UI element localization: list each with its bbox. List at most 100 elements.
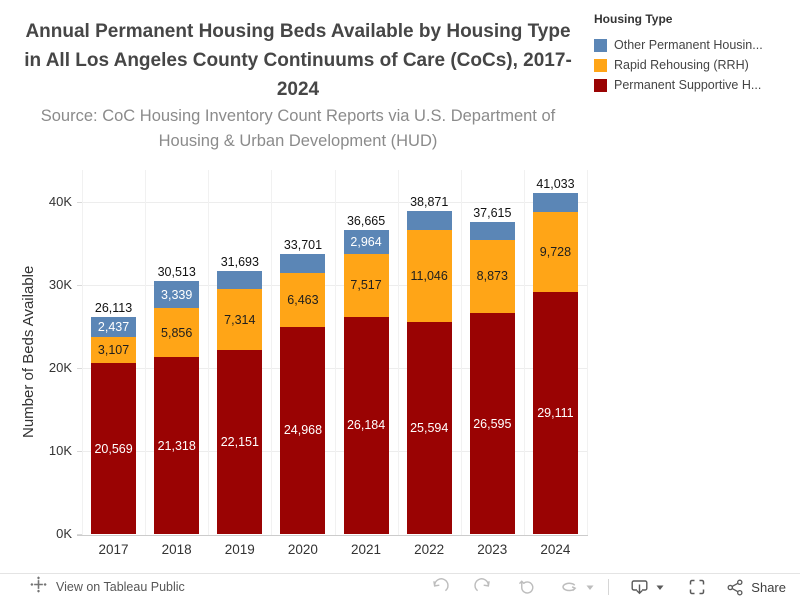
bar-segment-label: 7,517	[350, 278, 382, 293]
column-divider	[397, 170, 399, 535]
view-on-tableau-public-link[interactable]: View on Tableau Public	[30, 576, 185, 598]
y-tick-mark	[77, 534, 82, 535]
undo-icon	[432, 577, 449, 591]
bar-segment-label: 9,728	[539, 245, 572, 259]
share-button[interactable]: Share	[726, 575, 786, 599]
caret-down-icon	[586, 585, 594, 590]
bar-total-label: 26,113	[94, 301, 133, 316]
bar-segment-psh-2020[interactable]	[280, 326, 326, 534]
share-label: Share	[751, 579, 786, 595]
x-axis-tick-label: 2020	[287, 542, 318, 557]
column-divider	[145, 170, 147, 535]
redo-button[interactable]	[472, 575, 494, 599]
bar-segment-label: 20,569	[94, 441, 133, 456]
bar-segment-psh-2021[interactable]	[343, 316, 389, 534]
legend-title: Housing Type	[594, 12, 673, 26]
bar-segment-rrh-2021[interactable]	[343, 254, 389, 317]
y-axis-tick-label: 10K	[48, 443, 72, 458]
column-divider	[271, 170, 273, 535]
replay-button[interactable]	[515, 575, 537, 599]
bar-segment-rrh-2023[interactable]	[469, 239, 515, 314]
bar-segment-oph-2022[interactable]	[406, 211, 452, 230]
y-axis-tick-label: 0K	[56, 526, 72, 541]
legend-items: Other Permanent Housin... Rapid Rehousing…	[594, 35, 796, 95]
bar-segment-rrh-2022[interactable]	[406, 229, 452, 322]
bar-segment-rrh-2020[interactable]	[280, 273, 326, 327]
legend-item[interactable]: Other Permanent Housin...	[594, 35, 796, 55]
bar-total-label: 41,033	[536, 177, 575, 192]
column-divider	[460, 170, 462, 535]
legend-swatch-icon	[594, 38, 607, 52]
bar-segment-oph-2020[interactable]	[280, 254, 326, 274]
caret-down-icon	[656, 585, 664, 590]
bar-total-label: 36,665	[346, 213, 386, 228]
fullscreen-button[interactable]	[686, 575, 708, 599]
bar-segment-psh-2019[interactable]	[217, 350, 263, 534]
legend-item-label: Rapid Rehousing (RRH)	[614, 58, 749, 72]
bar-segment-label: 21,318	[157, 438, 196, 453]
legend: Housing Type Other Permanent Housin... Ra…	[594, 12, 796, 95]
bar-segment-label: 26,595	[473, 416, 512, 431]
column-divider	[334, 170, 336, 535]
bar-segment-psh-2017[interactable]	[91, 363, 136, 534]
view-on-tableau-public-label: View on Tableau Public	[56, 580, 185, 594]
bar-segment-label: 5,856	[161, 325, 193, 340]
bar-segment-label: 8,873	[476, 269, 508, 284]
tableau-logo-icon	[30, 576, 47, 598]
bar-total-label: 37,615	[473, 205, 512, 220]
legend-swatch-icon	[594, 58, 607, 72]
chart-title-line: in All Los Angeles County Continuums of …	[24, 50, 572, 71]
bar-segment-rrh-2019[interactable]	[217, 289, 263, 351]
download-caret-button[interactable]	[654, 575, 666, 599]
download-button[interactable]	[627, 575, 651, 599]
tableau-toolbar: View on Tableau Public	[0, 573, 800, 600]
share-icon	[727, 579, 743, 595]
fullscreen-icon	[690, 579, 705, 595]
bar-segment-oph-2019[interactable]	[217, 270, 263, 290]
refresh-button[interactable]	[557, 575, 581, 599]
bar-segment-oph-2021[interactable]	[343, 229, 389, 255]
column-divider	[587, 170, 588, 535]
chart-title-line: Annual Permanent Housing Beds Available …	[25, 21, 571, 42]
legend-item-label: Other Permanent Housin...	[614, 38, 763, 52]
bar-segment-psh-2023[interactable]	[469, 313, 515, 534]
bar-segment-oph-2018[interactable]	[154, 280, 200, 309]
toolbar-divider	[608, 579, 610, 595]
bar-segment-rrh-2018[interactable]	[154, 308, 200, 358]
replay-icon	[518, 579, 534, 594]
bar-total-label: 38,871	[410, 195, 449, 210]
y-axis-tick-label: 20K	[48, 360, 72, 375]
bar-segment-psh-2024[interactable]	[532, 292, 578, 534]
y-tick-mark	[77, 368, 82, 369]
bar-segment-psh-2018[interactable]	[154, 357, 200, 534]
bar-segment-label: 2,437	[97, 320, 130, 335]
y-tick-mark	[77, 202, 82, 203]
x-axis-tick-label: 2019	[224, 542, 255, 557]
refresh-caret-button[interactable]	[584, 575, 596, 599]
legend-swatch-icon	[594, 78, 607, 92]
undo-button[interactable]	[428, 575, 450, 599]
legend-item[interactable]: Permanent Supportive H...	[594, 75, 796, 95]
bar-segment-oph-2017[interactable]	[91, 317, 136, 338]
chart-subtitle-line: Source: CoC Housing Inventory Count Repo…	[40, 107, 556, 125]
legend-item[interactable]: Rapid Rehousing (RRH)	[594, 55, 796, 75]
bar-segment-label: 24,968	[283, 423, 323, 438]
bar-segment-label: 11,046	[410, 268, 448, 283]
chart-header: Annual Permanent Housing Beds Available …	[12, 17, 584, 154]
x-axis-tick-label: 2017	[98, 542, 129, 557]
bar-segment-oph-2024[interactable]	[532, 193, 578, 212]
bar-segment-psh-2022[interactable]	[406, 321, 452, 534]
bar-segment-label: 2,964	[350, 234, 382, 249]
column-divider	[82, 170, 83, 535]
bar-segment-label: 26,184	[346, 418, 386, 433]
bar-segment-label: 3,339	[161, 287, 193, 302]
y-tick-mark	[77, 451, 82, 452]
column-divider	[208, 170, 210, 535]
x-axis-tick-label: 2023	[477, 542, 508, 557]
x-axis-line	[77, 535, 588, 536]
refresh-icon	[562, 582, 577, 592]
redo-icon	[474, 577, 490, 591]
bar-segment-oph-2023[interactable]	[469, 221, 515, 240]
bar-segment-rrh-2024[interactable]	[532, 211, 578, 293]
bar-segment-rrh-2017[interactable]	[91, 337, 136, 364]
